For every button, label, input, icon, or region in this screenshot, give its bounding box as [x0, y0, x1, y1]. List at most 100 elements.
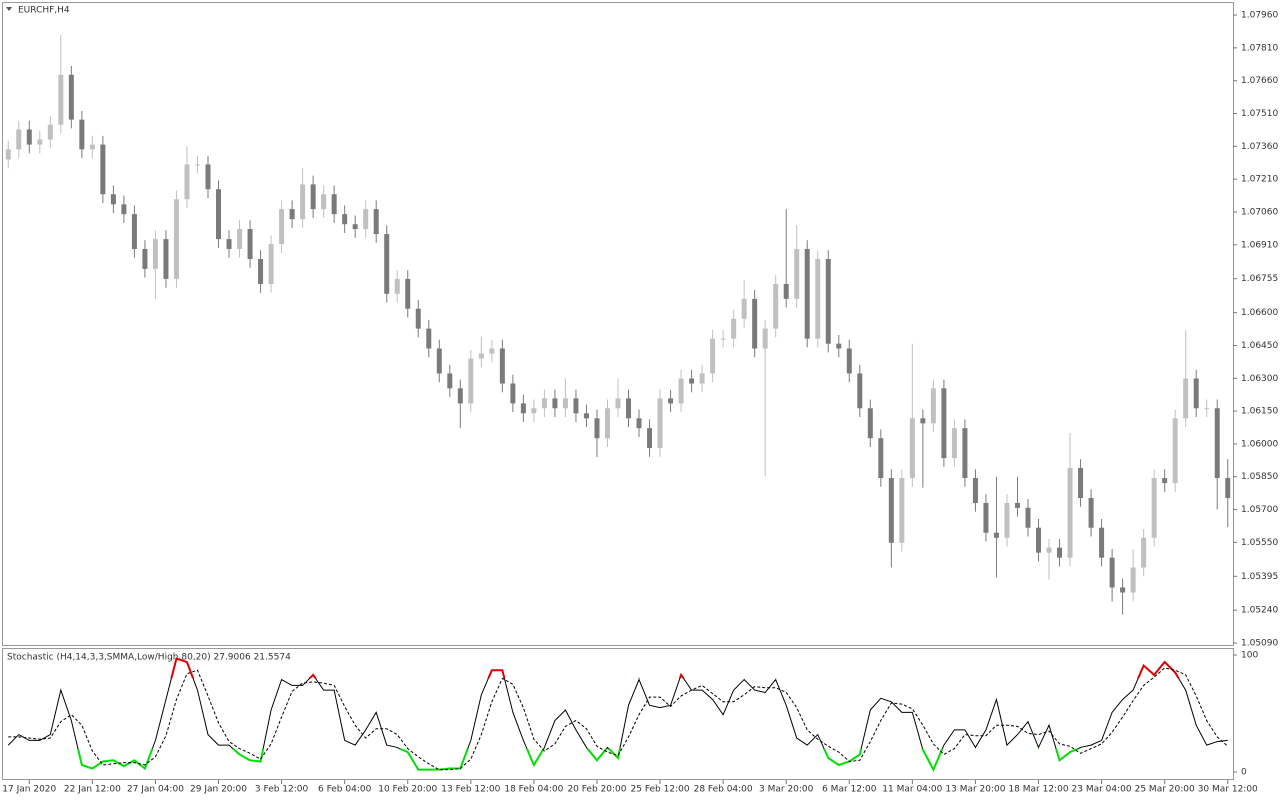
candle-body: [825, 259, 831, 344]
candle-body: [426, 328, 432, 349]
candle-body: [510, 383, 516, 404]
candle-body: [773, 283, 779, 329]
x-tick-label: 11 Mar 04:00: [882, 785, 942, 795]
x-tick-label: 18 Mar 12:00: [1008, 785, 1068, 795]
candle-body: [615, 398, 621, 409]
candle-body: [699, 373, 705, 384]
candle-body: [1183, 378, 1189, 419]
x-tick-label: 3 Feb 12:00: [255, 785, 309, 795]
candle-body: [89, 144, 95, 150]
candle-body: [216, 189, 222, 240]
candle-body: [1099, 527, 1105, 558]
x-tick-label: 25 Mar 20:00: [1135, 785, 1195, 795]
candle-body: [1067, 467, 1073, 558]
candle-body: [531, 408, 537, 414]
y-tick-label: 1.07810: [1241, 43, 1278, 53]
candle-body: [121, 204, 127, 215]
candle-body: [1109, 557, 1115, 588]
x-tick-label: 22 Jan 12:00: [64, 785, 121, 795]
candle-body: [205, 164, 211, 190]
candle-body: [689, 378, 695, 384]
x-tick-label: 6 Mar 12:00: [822, 785, 877, 795]
candle-body: [226, 239, 232, 249]
candle-body: [878, 438, 884, 479]
candle-body: [16, 129, 22, 150]
candle-body: [237, 229, 243, 249]
candle-body: [489, 348, 495, 354]
candle-body: [930, 388, 936, 424]
candle-body: [888, 478, 894, 543]
candle-body: [457, 388, 463, 404]
candle-body: [1014, 502, 1020, 508]
y-tick-label: 1.05090: [1241, 639, 1278, 649]
candle-body: [436, 348, 442, 374]
candle-body: [710, 338, 716, 374]
candle-body: [1088, 497, 1094, 528]
x-tick-label: 17 Jan 2020: [2, 785, 56, 795]
candle-body: [983, 502, 989, 533]
candle-body: [394, 278, 400, 294]
candle-body: [604, 408, 610, 439]
indicator-title: Stochastic (H4,14,3,3,SMMA,Low/High,80,2…: [7, 653, 291, 663]
candle-body: [951, 428, 957, 459]
collapse-icon[interactable]: [6, 7, 12, 11]
candle-body: [1025, 507, 1031, 528]
y-tick-label: 1.05850: [1241, 472, 1278, 482]
candle-body: [279, 209, 285, 245]
candle-body: [583, 413, 589, 419]
candle-body: [26, 129, 32, 145]
y-tick-label: 1.07210: [1241, 175, 1278, 185]
candle-body: [920, 418, 926, 424]
candle-body: [1225, 478, 1231, 498]
candle-body: [5, 149, 11, 160]
x-tick-label: 13 Mar 20:00: [945, 785, 1005, 795]
candle-body: [836, 343, 842, 349]
x-tick-label: 6 Feb 04:00: [318, 785, 372, 795]
candle-body: [363, 209, 369, 230]
candle-body: [783, 283, 789, 299]
candle-body: [321, 194, 327, 210]
candle-body: [1078, 467, 1084, 498]
candle-body: [846, 348, 852, 374]
x-tick-label: 30 Mar 12:00: [1198, 785, 1258, 795]
candle-body: [1004, 502, 1010, 538]
candle-body: [562, 398, 568, 409]
y-tick-label: 0: [1241, 768, 1247, 778]
candle-body: [152, 239, 158, 269]
candle-body: [731, 318, 737, 339]
candle-body: [68, 74, 74, 120]
candle-body: [993, 532, 999, 538]
candle-body: [47, 124, 53, 140]
candle-body: [520, 403, 526, 414]
candle-body: [678, 378, 684, 404]
candle-body: [1162, 478, 1168, 484]
candle-body: [1214, 408, 1220, 479]
candle-body: [342, 214, 348, 225]
x-tick-label: 13 Feb 12:00: [441, 785, 500, 795]
candle-body: [647, 428, 653, 449]
candle-body: [941, 388, 947, 459]
candle-body: [752, 298, 758, 349]
y-tick-label: 1.07360: [1241, 142, 1278, 152]
candle-body: [962, 428, 968, 479]
candle-body: [804, 248, 810, 339]
candle-body: [636, 418, 642, 429]
candle-body: [762, 328, 768, 349]
candle-body: [289, 209, 295, 220]
chart-title: EURCHF,H4: [18, 6, 70, 16]
indicator-panel: [2, 648, 1234, 780]
candle-body: [468, 358, 474, 404]
candle-body: [668, 398, 674, 404]
candle-body: [1130, 567, 1136, 593]
x-tick-label: 10 Feb 20:00: [378, 785, 437, 795]
y-tick-label: 1.05240: [1241, 606, 1278, 616]
candle-body: [79, 119, 85, 150]
x-tick-label: 25 Feb 12:00: [631, 785, 690, 795]
y-tick-label: 1.06000: [1241, 439, 1278, 449]
candle-body: [447, 373, 453, 389]
y-tick-label: 100: [1241, 651, 1258, 661]
candle-body: [58, 74, 64, 125]
y-tick-label: 1.06150: [1241, 407, 1278, 417]
